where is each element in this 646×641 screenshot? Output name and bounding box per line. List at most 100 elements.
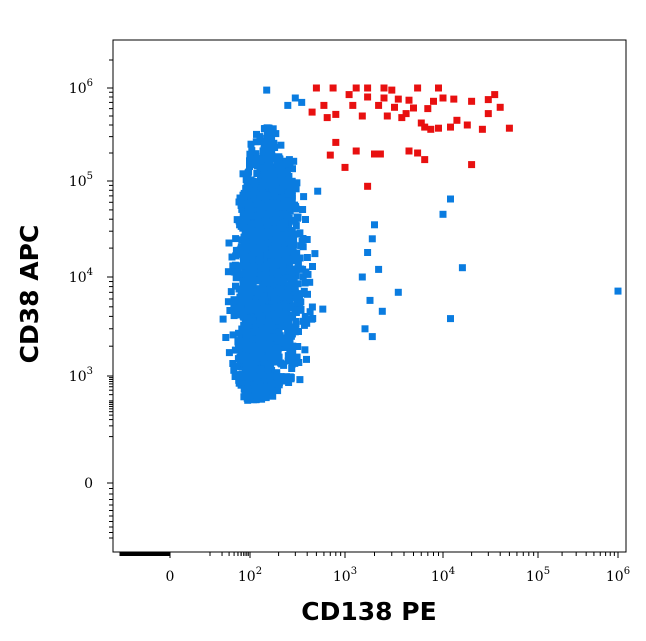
blue-event-point bbox=[288, 227, 296, 234]
red-event-point bbox=[484, 110, 492, 118]
blue-event-point bbox=[269, 225, 277, 233]
blue-event-point bbox=[253, 391, 261, 399]
blue-event-point bbox=[262, 270, 270, 278]
blue-event-point bbox=[258, 296, 266, 304]
blue-event-point bbox=[394, 288, 402, 296]
blue-event-point bbox=[235, 217, 243, 225]
red-event-point bbox=[329, 84, 337, 92]
blue-event-point bbox=[290, 179, 298, 187]
blue-event-point bbox=[276, 203, 283, 211]
blue-event-point bbox=[272, 198, 280, 205]
blue-event-point bbox=[289, 342, 297, 350]
blue-event-point bbox=[224, 268, 232, 276]
red-event-point bbox=[326, 151, 334, 159]
blue-event-point bbox=[263, 210, 270, 218]
blue-event-point bbox=[273, 344, 281, 352]
blue-event-point bbox=[257, 365, 265, 373]
blue-event-point bbox=[290, 157, 298, 165]
blue-event-point bbox=[245, 201, 253, 209]
blue-event-point bbox=[286, 184, 294, 192]
blue-event-point bbox=[239, 170, 247, 178]
red-event-point bbox=[478, 125, 486, 133]
blue-event-point bbox=[275, 308, 283, 316]
blue-event-point bbox=[261, 276, 269, 284]
blue-event-point bbox=[277, 141, 285, 149]
blue-event-point bbox=[261, 233, 269, 241]
blue-event-point bbox=[298, 98, 306, 106]
blue-event-point bbox=[371, 221, 378, 229]
blue-event-point bbox=[277, 259, 284, 266]
blue-event-point bbox=[247, 140, 255, 148]
red-event-point bbox=[349, 101, 357, 109]
blue-event-point bbox=[284, 197, 292, 205]
blue-event-point bbox=[299, 235, 307, 242]
red-event-point bbox=[484, 96, 492, 104]
blue-event-point bbox=[255, 227, 263, 235]
blue-event-point bbox=[268, 181, 276, 189]
blue-event-point bbox=[276, 187, 284, 195]
blue-event-point bbox=[249, 256, 257, 264]
red-event-point bbox=[463, 121, 471, 129]
blue-event-point bbox=[266, 360, 273, 368]
blue-event-point bbox=[280, 199, 288, 207]
blue-event-point bbox=[268, 209, 276, 217]
blue-event-point bbox=[301, 279, 309, 287]
blue-event-point bbox=[261, 375, 269, 383]
red-event-point bbox=[424, 105, 432, 113]
blue-event-point bbox=[292, 205, 300, 213]
blue-event-point bbox=[271, 372, 279, 380]
blue-event-point bbox=[244, 385, 252, 393]
blue-event-point bbox=[260, 344, 268, 352]
blue-event-point bbox=[291, 288, 299, 296]
blue-event-point bbox=[252, 299, 259, 307]
blue-event-point bbox=[279, 193, 287, 201]
blue-event-point bbox=[241, 373, 248, 381]
blue-event-point bbox=[267, 128, 275, 136]
red-event-point bbox=[352, 147, 360, 155]
red-event-point bbox=[468, 161, 476, 169]
blue-event-point bbox=[229, 331, 237, 339]
red-event-point bbox=[402, 110, 410, 118]
blue-event-point bbox=[289, 324, 297, 331]
red-event-point bbox=[380, 84, 388, 92]
blue-event-point bbox=[231, 373, 239, 380]
red-event-point bbox=[505, 124, 513, 132]
blue-event-point bbox=[239, 341, 246, 349]
blue-event-point bbox=[245, 270, 253, 278]
blue-event-point bbox=[264, 163, 272, 170]
blue-event-point bbox=[299, 243, 307, 251]
blue-event-point bbox=[265, 152, 273, 160]
blue-event-point bbox=[278, 232, 285, 239]
blue-event-point bbox=[253, 247, 261, 255]
blue-event-point bbox=[277, 183, 285, 190]
blue-event-point bbox=[241, 233, 249, 241]
red-event-point bbox=[435, 84, 442, 92]
red-event-point bbox=[364, 182, 372, 190]
blue-event-point bbox=[232, 252, 240, 260]
x-tick-label: 102 bbox=[238, 566, 262, 585]
blue-event-point bbox=[236, 194, 244, 202]
blue-event-point bbox=[286, 350, 294, 358]
blue-event-point bbox=[286, 338, 294, 346]
blue-event-point bbox=[293, 299, 301, 306]
blue-event-point bbox=[264, 318, 272, 326]
blue-event-point bbox=[361, 325, 369, 333]
blue-event-point bbox=[267, 380, 275, 388]
blue-event-point bbox=[279, 226, 287, 234]
red-event-point bbox=[358, 112, 366, 120]
blue-event-point bbox=[258, 173, 266, 181]
blue-event-point bbox=[294, 230, 302, 238]
blue-event-point bbox=[237, 349, 245, 357]
red-event-point bbox=[388, 86, 396, 94]
blue-event-point bbox=[280, 255, 288, 263]
blue-event-point bbox=[242, 334, 250, 342]
blue-event-point bbox=[274, 277, 282, 285]
blue-event-point bbox=[252, 186, 260, 194]
blue-event-point bbox=[296, 306, 304, 314]
red-event-point bbox=[332, 138, 340, 146]
blue-event-point bbox=[295, 359, 303, 366]
red-event-point bbox=[427, 125, 435, 133]
blue-event-point bbox=[300, 193, 308, 201]
blue-event-point bbox=[226, 307, 234, 314]
blue-event-point bbox=[267, 258, 275, 266]
